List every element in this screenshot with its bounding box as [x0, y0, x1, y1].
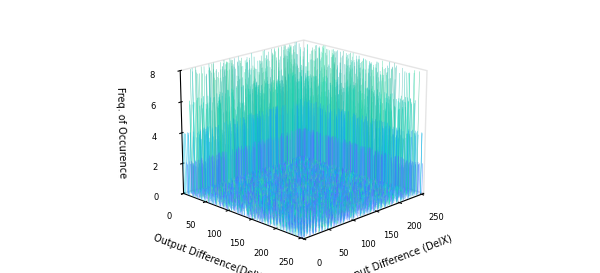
Y-axis label: Output Difference(DelY): Output Difference(DelY): [152, 232, 265, 273]
X-axis label: Input Difference (DelX): Input Difference (DelX): [344, 233, 453, 273]
